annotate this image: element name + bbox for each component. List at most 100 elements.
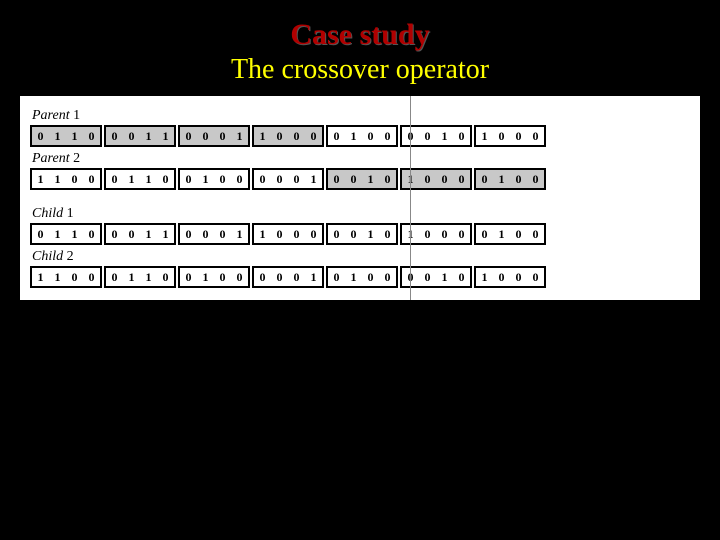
gene-cell: 1 [49, 268, 66, 286]
gene-cell: 0 [419, 268, 436, 286]
row-label: Parent 1 [32, 108, 690, 124]
gene-cell: 1 [157, 127, 174, 145]
gene-cell: 1 [32, 268, 49, 286]
gene-cell: 1 [305, 268, 322, 286]
gene-cell: 0 [527, 225, 544, 243]
gene-cell: 0 [32, 127, 49, 145]
gene-cell: 0 [345, 170, 362, 188]
gene-cell: 0 [453, 127, 470, 145]
gene-block: 0100 [178, 168, 250, 190]
gene-cell: 0 [305, 127, 322, 145]
gene-cell: 0 [453, 170, 470, 188]
gene-block: 0010 [326, 168, 398, 190]
gene-cell: 0 [527, 170, 544, 188]
gene-cell: 0 [493, 268, 510, 286]
gene-cell: 0 [510, 170, 527, 188]
gene-cell: 1 [254, 127, 271, 145]
gene-cell: 0 [214, 170, 231, 188]
gene-cell: 0 [453, 268, 470, 286]
gene-cell: 0 [180, 268, 197, 286]
slide: Case study The crossover operator Parent… [0, 18, 720, 540]
gene-cell: 1 [66, 225, 83, 243]
gene-block: 0100 [474, 223, 546, 245]
gene-cell: 1 [362, 170, 379, 188]
gene-cell: 0 [157, 268, 174, 286]
row-label: Child 2 [32, 249, 690, 265]
gene-cell: 0 [271, 127, 288, 145]
gene-cell: 0 [66, 170, 83, 188]
gene-block: 0001 [252, 266, 324, 288]
gene-block: 1000 [252, 125, 324, 147]
gene-cell: 1 [436, 127, 453, 145]
gene-cell: 1 [197, 170, 214, 188]
gene-block: 0001 [178, 125, 250, 147]
gene-cell: 1 [305, 170, 322, 188]
gene-cell: 1 [123, 268, 140, 286]
gene-block: 0011 [104, 223, 176, 245]
gene-block: 0100 [326, 266, 398, 288]
gene-cell: 0 [436, 170, 453, 188]
gene-cell: 0 [123, 225, 140, 243]
gene-cell: 0 [197, 127, 214, 145]
gene-cell: 0 [328, 268, 345, 286]
gene-cell: 1 [476, 127, 493, 145]
gene-cell: 1 [140, 225, 157, 243]
gene-cell: 0 [379, 268, 396, 286]
gene-cell: 0 [180, 225, 197, 243]
gene-cell: 0 [83, 127, 100, 145]
gene-cell: 1 [345, 268, 362, 286]
crossover-panel: Parent 10110001100011000010000101000Pare… [20, 96, 700, 300]
gene-cell: 0 [214, 127, 231, 145]
gene-block: 0110 [30, 223, 102, 245]
gene-cell: 0 [419, 170, 436, 188]
row-spacer [30, 190, 690, 202]
gene-cell: 0 [527, 127, 544, 145]
gene-cell: 0 [379, 170, 396, 188]
gene-cell: 1 [493, 170, 510, 188]
gene-cell: 0 [214, 225, 231, 243]
gene-block: 0100 [474, 168, 546, 190]
gene-cell: 0 [453, 225, 470, 243]
gene-cell: 0 [510, 225, 527, 243]
gene-cell: 0 [328, 127, 345, 145]
gene-block: 1100 [30, 168, 102, 190]
gene-cell: 1 [140, 170, 157, 188]
crossover-point-line [410, 96, 411, 300]
row-label: Child 1 [32, 206, 690, 222]
gene-cell: 0 [288, 225, 305, 243]
gene-cell: 0 [305, 225, 322, 243]
gene-cell: 0 [510, 268, 527, 286]
gene-cell: 1 [140, 268, 157, 286]
gene-cell: 1 [49, 127, 66, 145]
gene-cell: 0 [271, 268, 288, 286]
gene-cell: 1 [476, 268, 493, 286]
gene-cell: 1 [157, 225, 174, 243]
gene-block: 1000 [252, 223, 324, 245]
gene-cell: 0 [328, 225, 345, 243]
gene-cell: 1 [345, 127, 362, 145]
gene-block: 0100 [326, 125, 398, 147]
gene-cell: 1 [231, 127, 248, 145]
gene-cell: 0 [328, 170, 345, 188]
gene-cell: 0 [83, 225, 100, 243]
gene-cell: 1 [123, 170, 140, 188]
gene-cell: 0 [345, 225, 362, 243]
gene-cell: 1 [436, 268, 453, 286]
gene-cell: 0 [231, 268, 248, 286]
gene-cell: 1 [66, 127, 83, 145]
gene-block: 0001 [252, 168, 324, 190]
chromosome-row: 0110001100011000010000101000 [30, 125, 690, 147]
gene-cell: 1 [49, 170, 66, 188]
gene-block: 0011 [104, 125, 176, 147]
gene-block: 1100 [30, 266, 102, 288]
gene-cell: 0 [271, 225, 288, 243]
gene-cell: 0 [197, 225, 214, 243]
gene-cell: 0 [379, 225, 396, 243]
gene-cell: 0 [362, 268, 379, 286]
gene-cell: 0 [271, 170, 288, 188]
gene-cell: 0 [106, 170, 123, 188]
gene-cell: 0 [493, 127, 510, 145]
gene-cell: 0 [106, 268, 123, 286]
chromosome-row: 1100011001000001001010000100 [30, 168, 690, 190]
gene-cell: 0 [180, 127, 197, 145]
